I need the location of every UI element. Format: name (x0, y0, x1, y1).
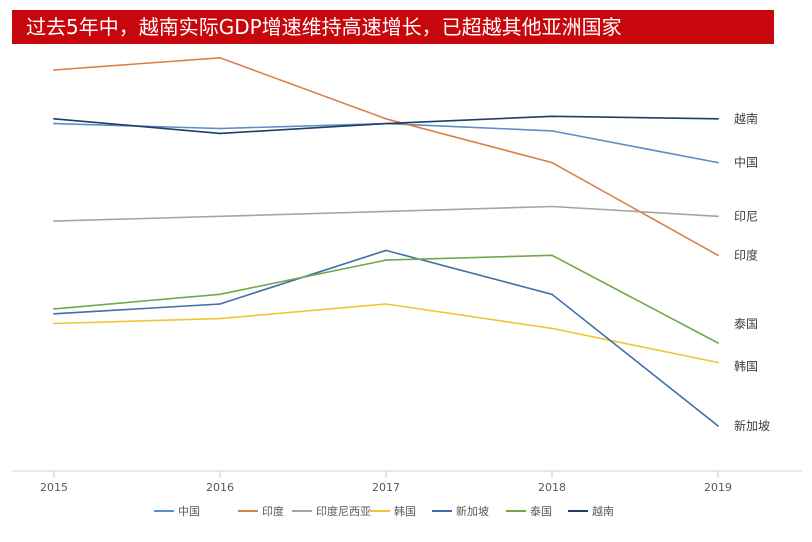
x-tick-label-2018: 2018 (538, 481, 566, 494)
x-tick-label-2015: 2015 (40, 481, 68, 494)
series-lines (53, 56, 719, 427)
line-chart: 2015 2016 2017 2018 2019 中国 印度 印尼 韩国 新加坡 泰国 越南 中国印… (0, 50, 812, 538)
page-title: 过去5年中，越南实际GDP增速维持高速增长，已超越其他亚洲国家 (12, 10, 774, 44)
data-point-中国-2016 (219, 127, 221, 130)
legend-label-韩国: 韩国 (394, 504, 416, 518)
chart-svg: 2015 2016 2017 2018 2019 中国印度印尼韩国新加坡泰国越南 中国印… (12, 50, 802, 518)
data-point-泰国-2019 (717, 342, 719, 344)
data-point-泰国-2016 (219, 293, 221, 296)
legend-label-新加坡: 新加坡 (456, 504, 489, 518)
data-point-泰国-2017 (385, 259, 387, 261)
data-point-越南-2018 (551, 115, 553, 118)
data-point-中国-2015 (53, 122, 55, 125)
data-point-印度尼西亚-2019 (717, 215, 719, 218)
data-point-越南-2017 (385, 122, 387, 125)
series-end-label-新加坡: 新加坡 (734, 418, 770, 433)
x-axis-ticks (53, 471, 719, 478)
data-point-泰国-2018 (551, 254, 553, 257)
legend-label-印度尼西亚: 印度尼西亚 (316, 504, 371, 518)
data-point-新加坡-2016 (219, 303, 221, 305)
data-point-新加坡-2018 (551, 293, 553, 296)
data-point-越南-2019 (717, 117, 719, 120)
series-end-label-中国: 中国 (734, 155, 758, 170)
plot-background (12, 50, 802, 475)
series-end-label-印度: 印度 (734, 247, 758, 262)
x-tick-label-2016: 2016 (206, 481, 234, 494)
data-point-新加坡-2015 (53, 312, 55, 315)
data-point-新加坡-2019 (717, 425, 719, 427)
series-end-label-韩国: 韩国 (734, 359, 758, 374)
data-point-印度尼西亚-2018 (551, 205, 553, 208)
series-end-label-越南: 越南 (734, 111, 758, 126)
data-point-韩国-2016 (219, 317, 221, 320)
data-point-越南-2016 (219, 132, 221, 135)
data-point-印度-2019 (717, 254, 719, 257)
x-tick-label-2017: 2017 (372, 481, 400, 494)
legend: 中国 印度 印度尼西亚 韩国 新加坡 泰国 越南 (154, 504, 614, 518)
data-point-印度-2016 (219, 56, 221, 59)
data-point-印度尼西亚-2015 (53, 220, 55, 223)
data-point-印度-2015 (53, 69, 55, 71)
data-point-新加坡-2017 (385, 249, 387, 252)
legend-label-中国: 中国 (178, 505, 200, 518)
data-point-韩国-2019 (717, 361, 719, 364)
data-point-越南-2015 (53, 117, 55, 120)
data-point-中国-2018 (551, 130, 553, 132)
data-point-印度尼西亚-2017 (385, 210, 387, 213)
legend-label-泰国: 泰国 (530, 504, 552, 518)
data-point-韩国-2017 (385, 303, 387, 305)
x-tick-label-2019: 2019 (704, 481, 732, 494)
data-point-印度-2017 (385, 117, 387, 120)
data-point-印度尼西亚-2016 (219, 215, 221, 218)
data-point-中国-2019 (717, 161, 719, 164)
legend-label-印度: 印度 (262, 504, 284, 518)
data-point-印度-2018 (551, 161, 553, 164)
data-point-韩国-2018 (551, 327, 553, 330)
series-end-label-印度尼西亚: 印尼 (734, 209, 758, 223)
series-end-label-泰国: 泰国 (734, 317, 758, 331)
data-point-韩国-2015 (53, 322, 55, 325)
x-axis-tick-labels: 2015 2016 2017 2018 2019 (40, 481, 732, 494)
data-point-泰国-2015 (53, 308, 55, 310)
legend-label-越南: 越南 (592, 504, 614, 518)
